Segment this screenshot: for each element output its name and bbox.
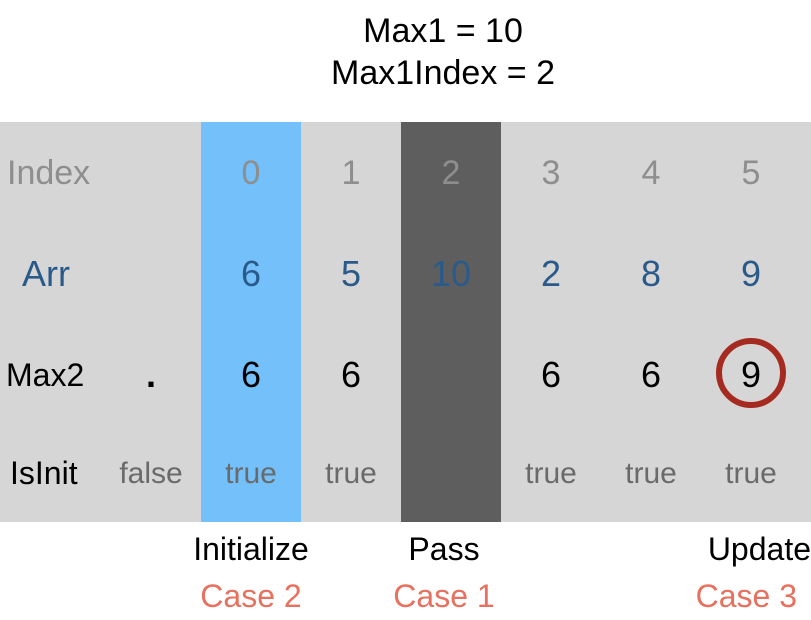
arr-cell: 8 bbox=[640, 253, 662, 294]
index-row-label: Index bbox=[7, 154, 91, 192]
index-cell: 0 bbox=[241, 154, 261, 192]
isinit-initial-cell: false bbox=[119, 457, 183, 490]
updated-value-ring bbox=[716, 338, 786, 408]
arr-row-label: Arr bbox=[22, 253, 70, 294]
index-cell: 2 bbox=[441, 154, 461, 192]
pass-column-highlight bbox=[401, 122, 501, 522]
case-2-label: Case 2 bbox=[200, 578, 302, 614]
max2-cell: 9 bbox=[740, 354, 762, 395]
max2-initial-cell: . bbox=[145, 354, 156, 395]
max2-cell: 6 bbox=[340, 354, 362, 395]
max1-index-value: Max1Index = 2 bbox=[331, 54, 555, 92]
arr-cell: 10 bbox=[430, 253, 472, 294]
pass-label: Pass bbox=[408, 531, 480, 567]
initialize-label: Initialize bbox=[193, 531, 309, 567]
case-1-label: Case 1 bbox=[393, 578, 495, 614]
isinit-cell: true bbox=[725, 457, 777, 490]
max2-cell: 6 bbox=[640, 354, 662, 395]
arr-cell: 5 bbox=[340, 253, 362, 294]
max2-row-label: Max2 bbox=[6, 357, 85, 393]
isinit-row-label: IsInit bbox=[10, 455, 78, 491]
index-cell: 4 bbox=[641, 154, 661, 192]
index-cell: 5 bbox=[741, 154, 761, 192]
isinit-cell: true bbox=[625, 457, 677, 490]
index-cell: 1 bbox=[341, 154, 361, 192]
arr-cell: 9 bbox=[740, 253, 762, 294]
isinit-cell: true bbox=[325, 457, 377, 490]
update-label: Update bbox=[707, 531, 811, 567]
case-3-label: Case 3 bbox=[695, 578, 797, 614]
arr-cell: 2 bbox=[540, 253, 562, 294]
isinit-cell: true bbox=[225, 457, 277, 490]
initialize-column-highlight bbox=[201, 122, 301, 522]
index-cell: 3 bbox=[541, 154, 561, 192]
max2-cell: 6 bbox=[540, 354, 562, 395]
isinit-cell: true bbox=[525, 457, 577, 490]
arr-cell: 6 bbox=[240, 253, 262, 294]
max1-value: Max1 = 10 bbox=[363, 12, 523, 50]
max2-cell: 6 bbox=[240, 354, 262, 395]
